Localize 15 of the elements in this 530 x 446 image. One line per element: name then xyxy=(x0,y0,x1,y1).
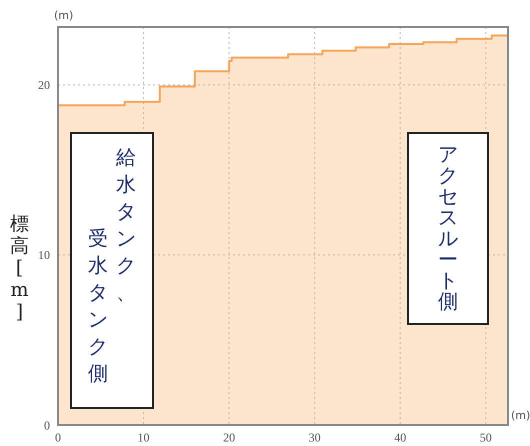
x-tick-label: 50 xyxy=(480,430,492,445)
y-tick-label: 20 xyxy=(38,78,50,92)
y-axis-title: 標高[m] xyxy=(10,213,29,323)
note-box: 給水タンク、受水タンク側 xyxy=(70,132,154,409)
y-tick-label: 10 xyxy=(38,248,50,262)
x-tick-label: 10 xyxy=(138,430,150,445)
note-box: アクセスルート側 xyxy=(407,132,489,325)
annotation: アクセスルート側 xyxy=(438,142,458,313)
x-tick-label: 0 xyxy=(55,430,61,445)
text: (m) xyxy=(54,9,74,22)
x-tick-label: 20 xyxy=(223,430,236,445)
x-tick-label: 40 xyxy=(394,430,406,445)
x-tick-label: 30 xyxy=(308,430,321,445)
y-tick-label: 0 xyxy=(44,418,50,432)
x-axis-title: (m) xyxy=(511,409,530,422)
